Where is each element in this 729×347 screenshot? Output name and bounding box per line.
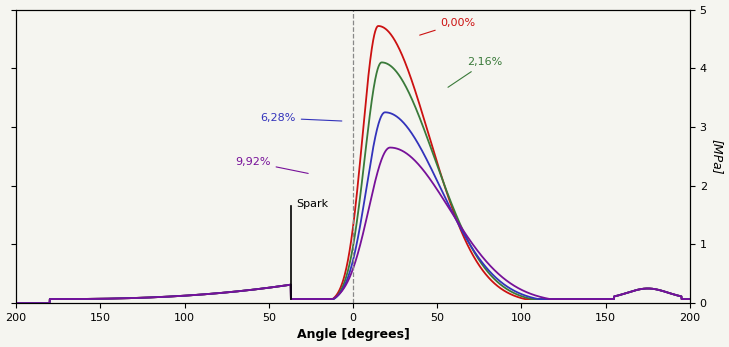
Text: 0,00%: 0,00% [420,18,476,35]
Y-axis label: [MPa]: [MPa] [711,138,723,174]
Text: 2,16%: 2,16% [448,57,503,87]
X-axis label: Angle [degrees]: Angle [degrees] [297,329,410,341]
Text: 6,28%: 6,28% [260,113,342,123]
Text: Spark: Spark [296,199,328,209]
Text: 9,92%: 9,92% [235,157,308,174]
